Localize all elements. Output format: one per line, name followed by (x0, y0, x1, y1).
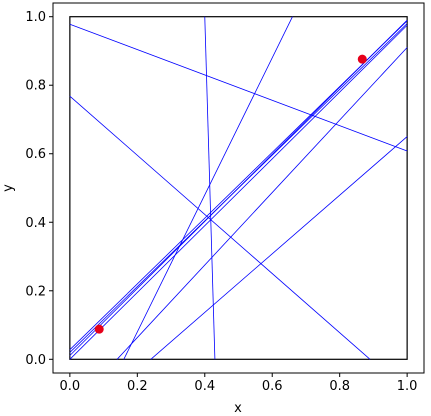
line-segment-6 (69, 24, 408, 360)
axes-frame (52, 2, 425, 374)
y-tick-label-4: 0.6 (25, 147, 46, 162)
line-segment-9 (116, 47, 408, 360)
x-tick-label-2: 0.2 (127, 379, 148, 394)
line-segment-5 (69, 19, 408, 356)
x-tick-label-5: 0.8 (329, 379, 350, 394)
y-axis: 0.0 0.2 0.4 0.6 0.8 1.0 (25, 10, 53, 368)
line-segment-2 (69, 95, 371, 360)
x-tick-label-6: 1.0 (397, 379, 418, 394)
x-axis-label: x (234, 401, 242, 416)
y-tick-label-1: 0.0 (25, 353, 46, 368)
line-segment-10 (150, 136, 408, 360)
x-tick-label-4: 0.6 (262, 379, 283, 394)
line-segment-8 (123, 16, 293, 360)
x-tick-label-1: 0.0 (60, 379, 81, 394)
y-tick-label-3: 0.4 (25, 216, 46, 231)
y-tick-label-2: 0.2 (25, 284, 46, 299)
x-axis: 0.0 0.2 0.4 0.6 0.8 1.0 (60, 373, 418, 394)
unit-square (69, 16, 408, 360)
y-tick-label-5: 0.8 (25, 79, 46, 94)
y-tick-label-6: 1.0 (25, 10, 46, 25)
data-point-1 (94, 324, 104, 334)
plot-area (52, 2, 425, 374)
y-axis-label: y (1, 184, 16, 192)
line-segment-1 (69, 23, 408, 152)
data-point-2 (357, 54, 367, 64)
x-tick-label-3: 0.4 (194, 379, 215, 394)
line-segment-7 (204, 16, 216, 360)
